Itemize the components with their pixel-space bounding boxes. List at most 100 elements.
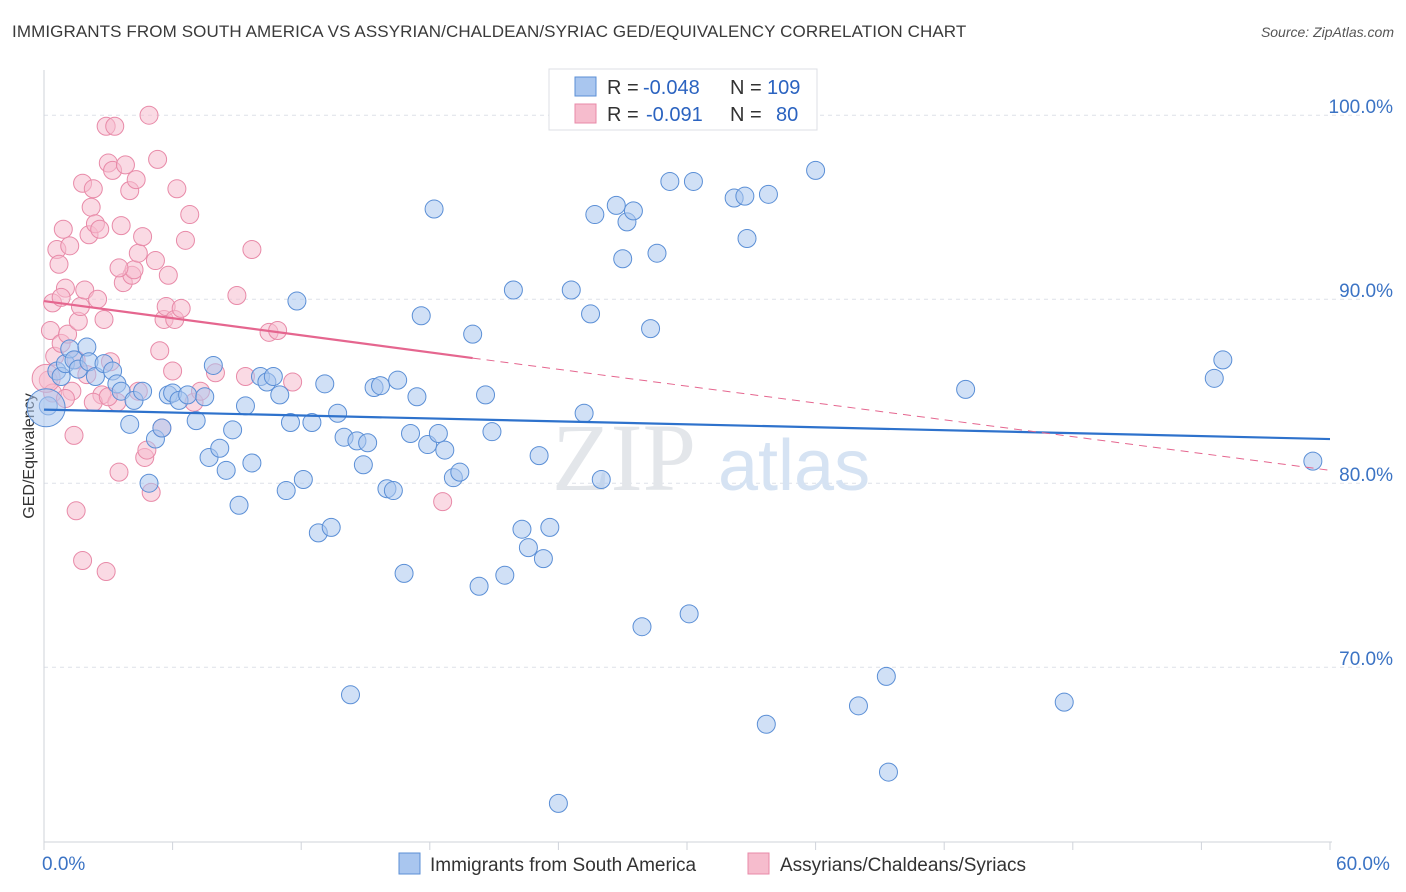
south-america-point-25	[195, 387, 215, 407]
assyrians-point-78	[109, 258, 129, 278]
series-south-america-points	[26, 105, 1323, 813]
south-america-point-97	[756, 714, 776, 734]
south-america-point-15	[133, 381, 153, 401]
legend-n-value-2: 80	[776, 104, 798, 126]
south-america-point-50	[353, 455, 373, 475]
south-america-point-105	[1054, 692, 1074, 712]
south-america-point-93	[679, 604, 699, 624]
south-america-point-60	[411, 306, 431, 326]
south-america-point-56	[388, 370, 408, 390]
legend-n-label-1: N =	[730, 77, 767, 99]
legend-r-value-2: -0.091	[646, 104, 703, 126]
trend-line-south-america	[43, 408, 1331, 441]
chart-title: IMMIGRANTS FROM SOUTH AMERICA VS ASSYRIA…	[12, 22, 967, 41]
assyrians-point-12	[64, 425, 84, 445]
series-legend-swatch-blue	[398, 852, 421, 875]
south-america-point-16	[120, 414, 140, 434]
assyrians-point-36	[115, 155, 135, 175]
south-america-point-63	[428, 424, 448, 444]
series-legend-label-blue: Immigrants from South America	[430, 855, 697, 876]
assyrians-point-26	[94, 309, 114, 329]
south-america-point-13	[111, 381, 131, 401]
assyrians-point-31	[105, 116, 125, 136]
assyrians-point-45	[139, 105, 159, 125]
south-america-point-29	[216, 460, 236, 480]
south-america-point-81	[581, 304, 601, 324]
south-america-point-71	[495, 565, 515, 585]
south-america-point-30	[223, 420, 243, 440]
assyrians-point-23	[88, 289, 108, 309]
assyrians-point-56	[171, 298, 191, 318]
south-america-point-66	[450, 462, 470, 482]
south-america-point-107	[1213, 350, 1233, 370]
south-america-point-69	[476, 385, 496, 405]
south-america-point-67	[463, 324, 483, 344]
south-america-point-24	[186, 411, 206, 431]
assyrians-point-60	[66, 501, 86, 521]
assyrians-point-24	[90, 219, 110, 239]
trend-lines	[43, 299, 1331, 471]
south-america-point-96	[737, 228, 757, 248]
south-america-point-53	[371, 376, 391, 396]
trend-line-assyrians-extension	[472, 357, 1331, 471]
south-america-point-62	[424, 199, 444, 219]
south-america-point-78	[548, 793, 568, 813]
legend-swatch-blue	[574, 76, 597, 97]
watermark-atlas: atlas	[718, 426, 870, 506]
assyrians-point-65	[242, 240, 262, 260]
south-america-point-19	[152, 418, 172, 438]
assyrians-point-33	[109, 462, 129, 482]
assyrians-point-5	[49, 254, 69, 274]
south-america-point-28	[210, 438, 230, 458]
south-america-point-44	[315, 374, 335, 394]
south-america-point-102	[876, 666, 896, 686]
assyrians-point-48	[148, 149, 168, 169]
south-america-point-87	[623, 201, 643, 221]
south-america-point-82	[585, 205, 605, 225]
assyrians-point-63	[227, 286, 247, 306]
south-america-point-90	[647, 243, 667, 263]
south-america-point-39	[280, 412, 300, 432]
south-america-point-42	[302, 412, 322, 432]
assyrians-point-68	[283, 372, 303, 392]
assyrians-point-7	[53, 219, 73, 239]
south-america-point-84	[606, 195, 626, 215]
south-america-point-75	[529, 446, 549, 466]
south-america-point-77	[540, 517, 560, 537]
trend-line-assyrians	[43, 299, 473, 360]
south-america-point-48	[340, 685, 360, 705]
south-america-point-31	[229, 495, 249, 515]
south-america-point-58	[401, 424, 421, 444]
south-america-point-72	[503, 280, 523, 300]
series-legend: Immigrants from South America Assyrians/…	[398, 852, 1026, 876]
legend-n-value-1: 109	[767, 77, 800, 99]
south-america-point-46	[328, 403, 348, 423]
series-legend-swatch-pink	[747, 852, 770, 875]
assyrians-point-49	[150, 341, 170, 361]
south-america-point-89	[641, 319, 661, 339]
south-america-point-108	[1303, 451, 1323, 471]
south-america-point-79	[561, 280, 581, 300]
x-tick-label-min: 0.0%	[42, 854, 85, 875]
assyrians-point-58	[180, 205, 200, 225]
assyrians-point-40	[126, 170, 146, 190]
south-america-point-27	[203, 355, 223, 375]
assyrians-point-61	[73, 550, 93, 570]
assyrians-point-17	[75, 280, 95, 300]
south-america-point-76	[533, 549, 553, 569]
series-legend-label-pink: Assyrians/Chaldeans/Syriacs	[780, 855, 1026, 876]
assyrians-point-21	[83, 179, 103, 199]
south-america-point-32	[235, 396, 255, 416]
south-america-point-83	[591, 470, 611, 490]
assyrians-point-10	[60, 236, 80, 256]
assyrians-point-20	[81, 197, 101, 217]
legend-swatch-pink	[574, 103, 597, 124]
y-axis-label: GED/Equivalency	[21, 393, 38, 518]
south-america-point-68	[469, 576, 489, 596]
south-america-point-59	[407, 387, 427, 407]
south-america-point-106	[1204, 368, 1224, 388]
south-america-point-91	[660, 171, 680, 191]
x-axis-ticks	[43, 842, 1331, 850]
y-tick-label-3: 70.0%	[1339, 649, 1393, 670]
assyrians-point-34	[111, 216, 131, 236]
